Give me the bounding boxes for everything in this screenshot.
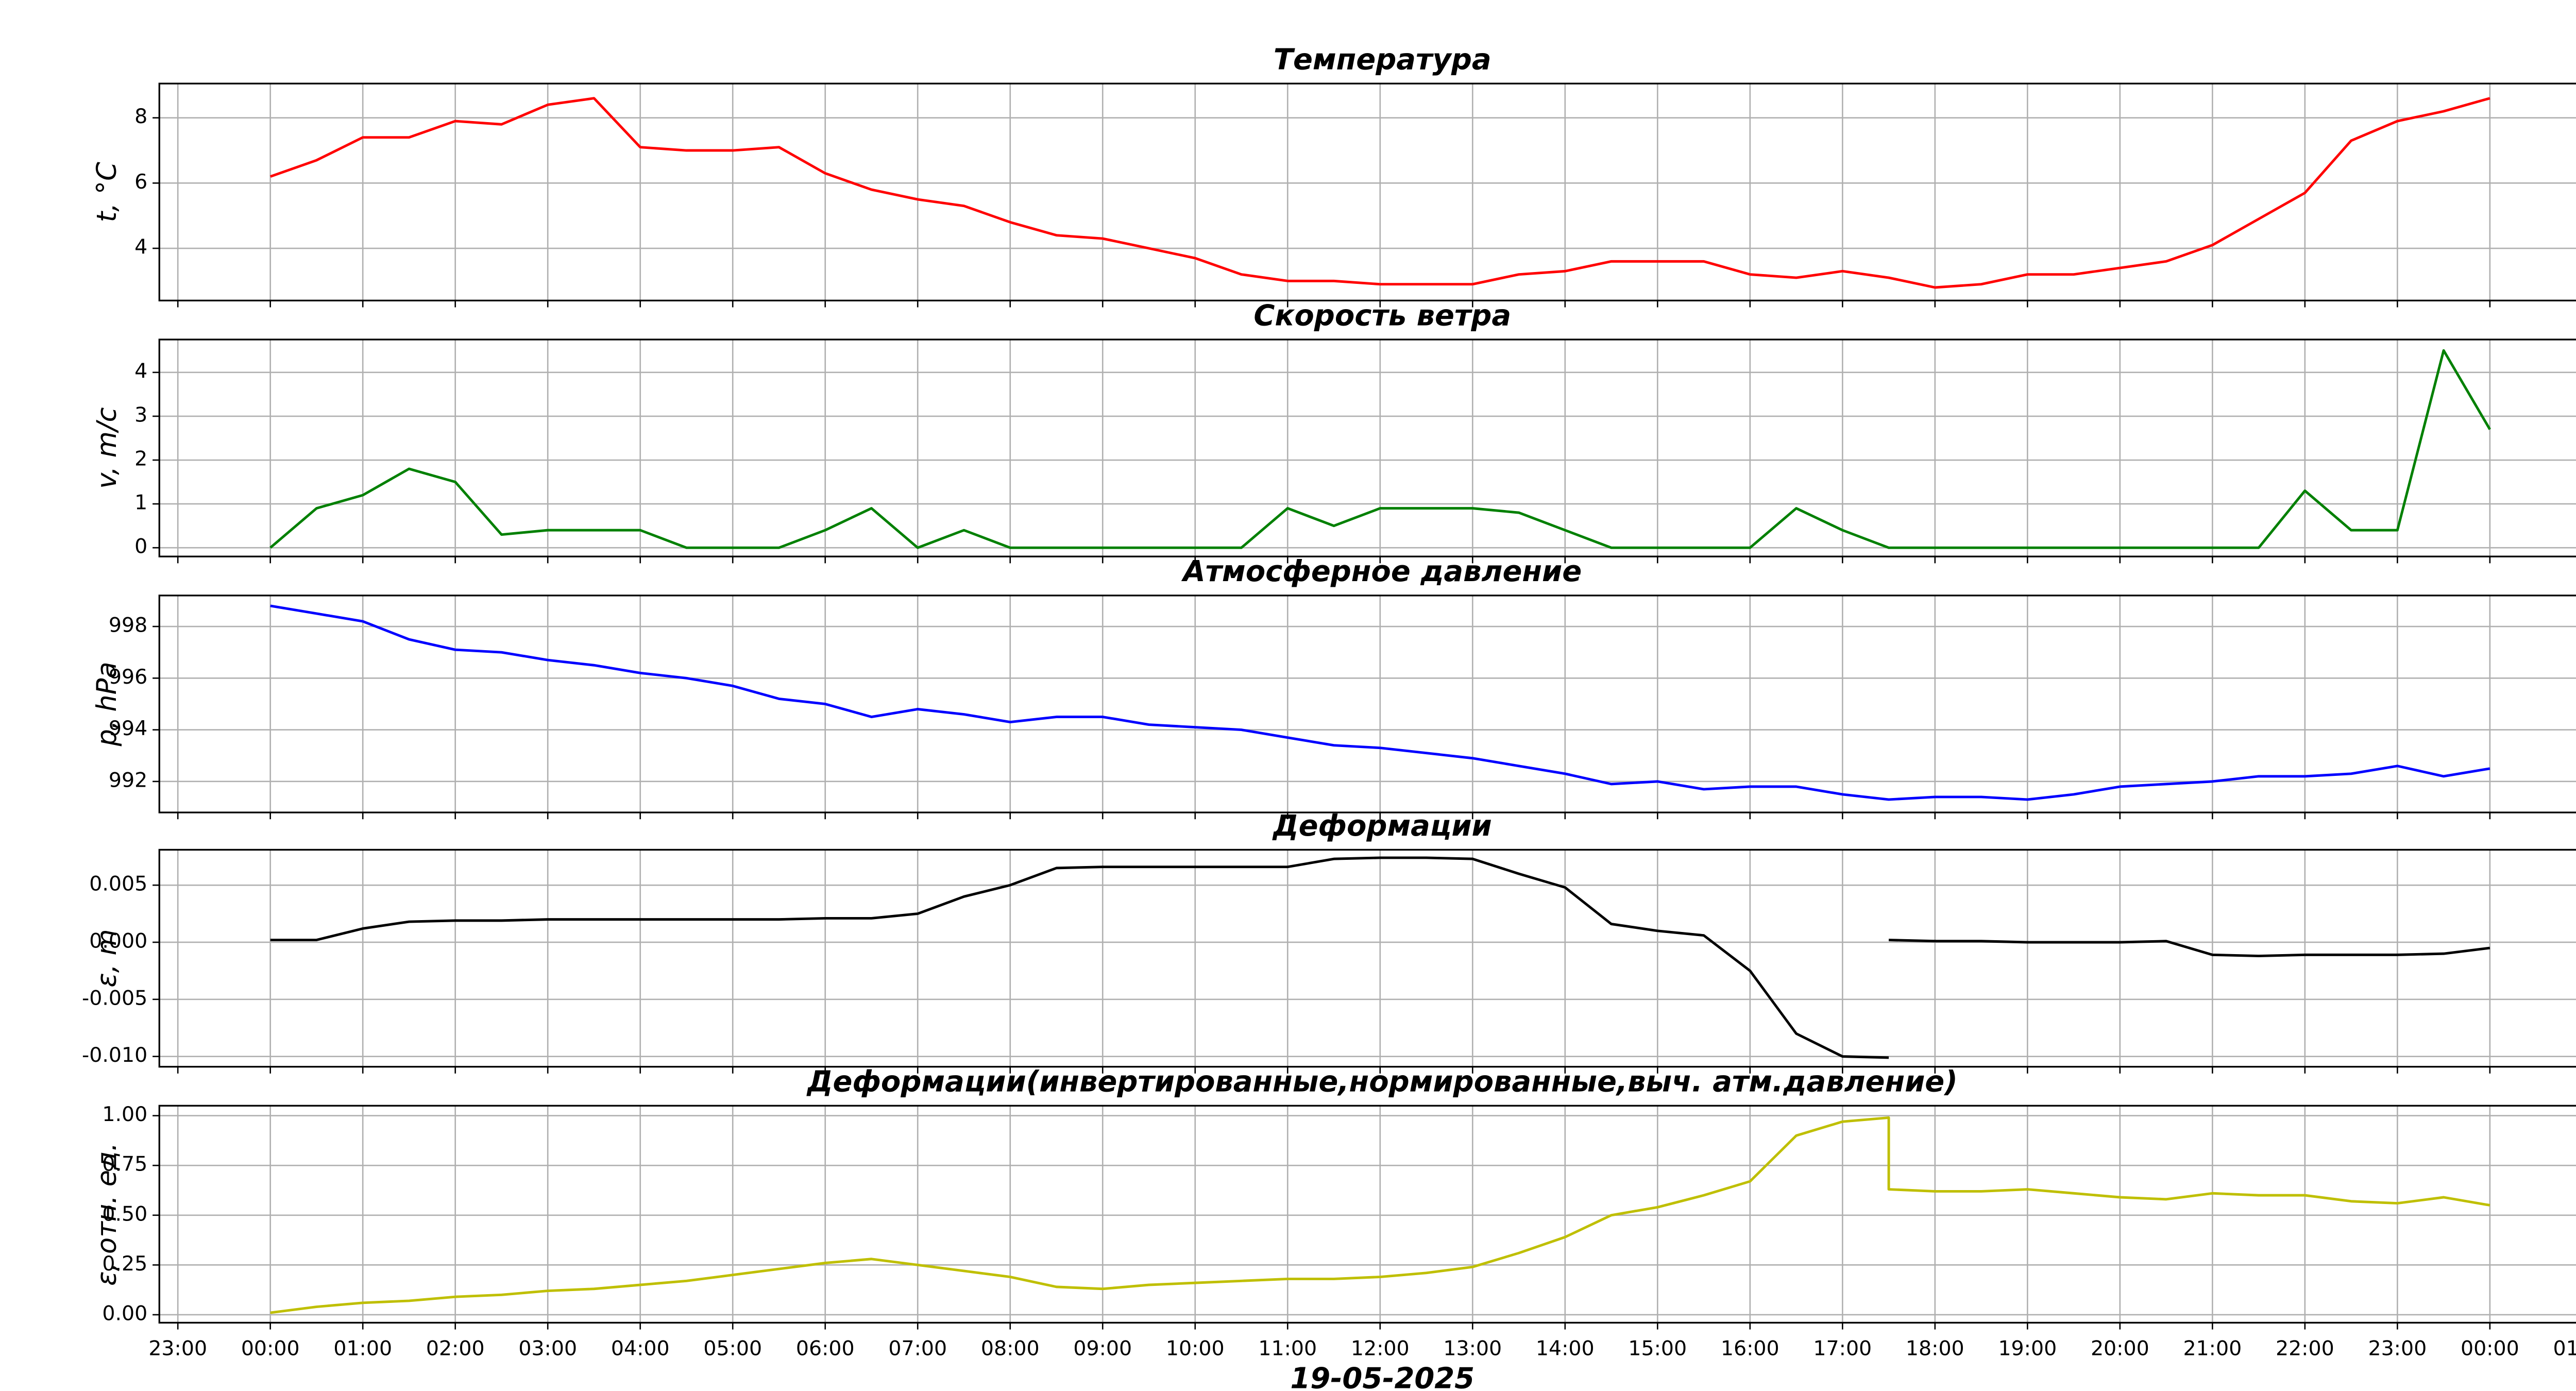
data-line — [269, 349, 2491, 549]
y-tick-label: 2 — [134, 447, 147, 471]
data-line — [270, 856, 2490, 1059]
x-tick-label: 03:00 — [518, 1337, 577, 1361]
y-tick-label: 996 — [109, 665, 147, 689]
x-tick-label: 21:00 — [2183, 1337, 2242, 1361]
x-axis-label: 19-05-2025 — [1290, 1362, 1475, 1391]
x-tick-label: 18:00 — [1906, 1337, 1964, 1361]
panel-title: Скорость ветра — [1253, 299, 1511, 332]
x-tick-label: 00:00 — [2461, 1337, 2519, 1361]
y-tick-label: 0.25 — [102, 1252, 147, 1276]
y-tick-label: 0 — [134, 535, 147, 558]
panel-title: Температура — [1274, 43, 1492, 77]
y-axis-label: ε, отн. ед. — [91, 1143, 123, 1286]
data-line — [270, 604, 2490, 801]
y-tick-label: 994 — [109, 717, 147, 740]
x-tick-label: 10:00 — [1166, 1337, 1225, 1361]
y-axis-label: ε, m — [91, 929, 123, 987]
y-tick-label: 1.00 — [102, 1102, 147, 1126]
x-tick-label: 02:00 — [426, 1337, 485, 1361]
y-tick-label: 6 — [134, 170, 147, 194]
y-tick-label: 4 — [134, 359, 147, 383]
y-tick-label: 0.005 — [89, 872, 147, 896]
y-tick-label: 0.000 — [89, 929, 147, 953]
x-tick-label: 04:00 — [611, 1337, 670, 1361]
x-tick-label: 05:00 — [703, 1337, 762, 1361]
panel-title: Деформации — [1272, 809, 1492, 843]
axes-frame — [158, 595, 2576, 813]
panel-title: Деформации(инвертированные,нормированные… — [806, 1065, 1958, 1099]
x-tick-label: 14:00 — [1536, 1337, 1595, 1361]
axes-frame — [158, 849, 2576, 1068]
y-axis-label: p, hPa — [91, 661, 123, 747]
y-tick-label: 8 — [134, 105, 147, 128]
x-tick-label: 16:00 — [1721, 1337, 1780, 1361]
y-tick-label: 0.50 — [102, 1202, 147, 1226]
x-tick-label: 08:00 — [981, 1337, 1040, 1361]
x-tick-label: 00:00 — [241, 1337, 300, 1361]
x-tick-label: 15:00 — [1628, 1337, 1687, 1361]
x-tick-label: 22:00 — [2276, 1337, 2334, 1361]
x-tick-label: 13:00 — [1443, 1337, 1502, 1361]
x-tick-label: 09:00 — [1073, 1337, 1132, 1361]
x-tick-label: 20:00 — [2091, 1337, 2149, 1361]
y-tick-label: 992 — [109, 768, 147, 792]
y-tick-label: 3 — [134, 403, 147, 427]
x-tick-label: 07:00 — [888, 1337, 947, 1361]
data-line — [269, 97, 2490, 289]
x-tick-label: 01:00 — [333, 1337, 392, 1361]
x-tick-label: 11:00 — [1258, 1337, 1317, 1361]
x-tick-label: 23:00 — [2368, 1337, 2427, 1361]
axes-frame — [158, 82, 2576, 302]
x-tick-label: 06:00 — [796, 1337, 855, 1361]
y-axis-label: t, °C — [91, 162, 123, 222]
x-tick-label: 23:00 — [148, 1337, 207, 1361]
y-tick-label: -0.005 — [82, 986, 147, 1010]
data-line — [270, 1116, 2490, 1314]
x-tick-label: 12:00 — [1351, 1337, 1410, 1361]
axes-frame — [158, 1105, 2576, 1324]
panel-title: Атмосферное давление — [1181, 555, 1582, 588]
y-tick-label: 998 — [109, 614, 147, 637]
y-tick-label: 1 — [134, 491, 147, 515]
x-tick-label: 01:00 — [2553, 1337, 2576, 1361]
x-tick-label: 17:00 — [1813, 1337, 1872, 1361]
x-tick-label: 19:00 — [1998, 1337, 2057, 1361]
y-tick-label: -0.010 — [82, 1043, 147, 1067]
y-tick-label: 0.75 — [102, 1152, 147, 1176]
y-tick-label: 0.00 — [102, 1301, 147, 1325]
y-axis-label: v, m/c — [91, 407, 123, 488]
y-tick-label: 4 — [134, 235, 147, 259]
axes-frame — [158, 338, 2576, 557]
